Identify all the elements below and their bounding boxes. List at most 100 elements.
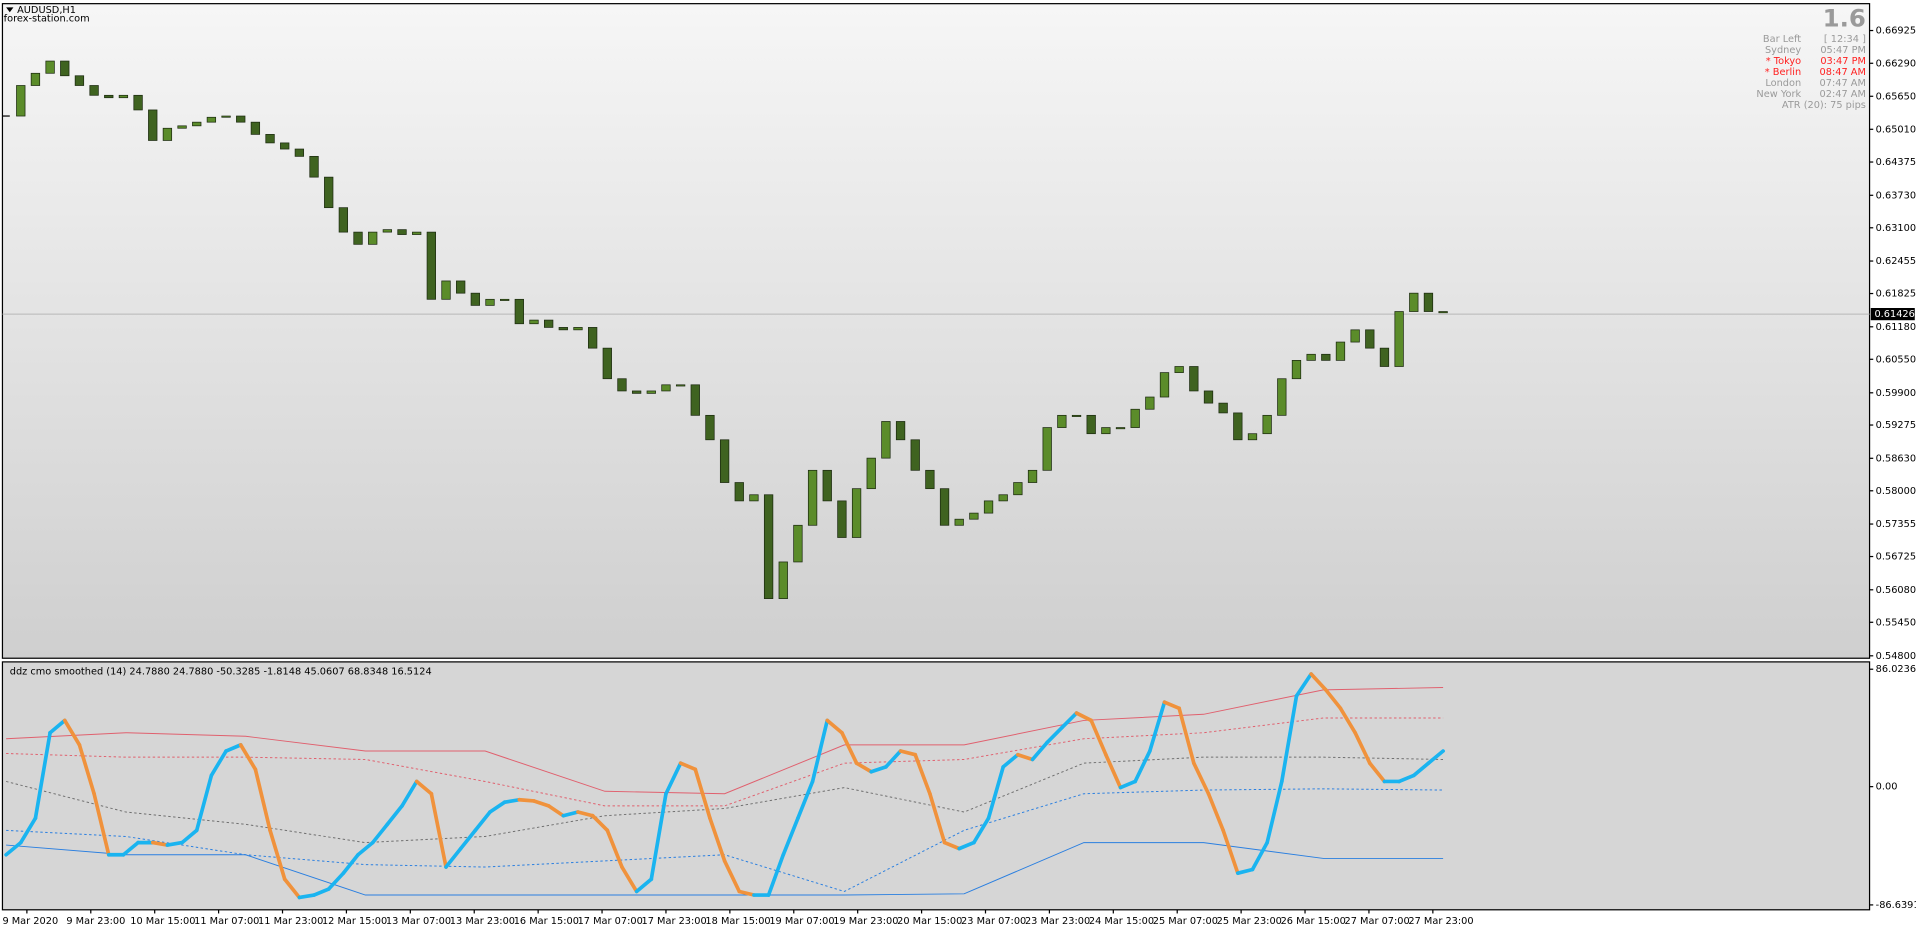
y-tick-label: 0.66925 <box>1876 26 1916 37</box>
x-tick-label: 9 Mar 23:00 <box>66 916 125 927</box>
candle <box>1042 427 1052 471</box>
cmo-segment <box>194 773 214 833</box>
candle <box>969 512 979 520</box>
x-tick-label: 13 Mar 07:00 <box>386 916 451 927</box>
main-pane <box>1 3 1871 659</box>
candle <box>30 72 41 86</box>
candle <box>162 127 173 141</box>
candle <box>807 469 818 526</box>
indicator-pane <box>1 661 1871 911</box>
candle <box>1350 329 1360 343</box>
cmo-segment <box>649 791 668 882</box>
y-tick-label: 0.65650 <box>1876 91 1916 102</box>
candle <box>45 60 55 74</box>
candle <box>236 115 246 123</box>
candle <box>1027 469 1038 483</box>
cmo-segment <box>1016 752 1035 762</box>
cmo-segment <box>796 779 815 821</box>
panel-time: 07:47 AM <box>1820 78 1866 89</box>
cmo-segment <box>1309 672 1328 692</box>
y-tick-label: 0.65010 <box>1876 124 1916 135</box>
x-tick-label: 27 Mar 23:00 <box>1408 916 1473 927</box>
y-tick-label: 0.55450 <box>1876 617 1916 628</box>
candle <box>309 155 319 178</box>
cmo-segment <box>253 767 272 833</box>
panel-label: * Tokyo <box>1766 56 1801 67</box>
candle <box>280 142 290 150</box>
cmo-segment <box>62 718 82 747</box>
candle <box>1233 412 1243 441</box>
x-tick-label: 19 Mar 07:00 <box>769 916 834 927</box>
candle <box>749 494 759 502</box>
candle <box>1057 414 1067 428</box>
cmo-segment <box>605 828 624 869</box>
cmo-segment <box>4 840 23 857</box>
level-line <box>6 687 1444 795</box>
candle <box>338 207 349 233</box>
cmo-segment <box>884 749 903 769</box>
y-tick-label: 86.0236 <box>1876 664 1916 675</box>
cmo-segment <box>561 810 580 818</box>
cmo-segment <box>869 765 888 774</box>
cmo-segment <box>1030 740 1050 762</box>
y-tick-label: 0.63730 <box>1876 190 1916 201</box>
cmo-segment <box>1089 718 1108 757</box>
cmo-segment <box>1367 761 1387 784</box>
cmo-segment <box>458 828 478 851</box>
cmo-segment <box>385 804 404 827</box>
candle <box>192 121 202 127</box>
cmo-segment <box>825 718 844 735</box>
cmo-segment <box>488 800 507 814</box>
candle <box>1101 427 1111 435</box>
cmo-segment <box>737 889 756 897</box>
candle <box>104 94 114 99</box>
cmo-segment <box>48 718 67 735</box>
menu-arrow[interactable] <box>6 7 14 13</box>
candle <box>646 390 656 394</box>
cmo-segment <box>297 893 316 900</box>
y-tick-label: 0.57355 <box>1876 519 1916 530</box>
candle <box>1247 433 1258 441</box>
candle <box>441 280 451 300</box>
candle <box>368 231 378 245</box>
candle <box>382 229 392 233</box>
candle <box>1335 341 1346 361</box>
cmo-segment <box>1323 688 1343 711</box>
y-tick-label: 0.58000 <box>1876 486 1916 497</box>
candle <box>793 524 803 563</box>
cmo-segment <box>1426 749 1445 765</box>
panel-label: Sydney <box>1765 45 1801 56</box>
candle <box>1277 378 1287 416</box>
cmo-segment <box>1045 725 1064 745</box>
cmo-segment <box>268 828 287 882</box>
candle <box>631 390 642 394</box>
candle <box>426 231 436 300</box>
candle <box>778 561 788 599</box>
y-tick-label: 0.58630 <box>1876 453 1916 464</box>
candle <box>763 494 774 599</box>
cmo-segment <box>620 865 639 894</box>
cmo-segment <box>370 822 390 845</box>
cmo-segment <box>854 761 874 774</box>
y-tick-label: 0.64375 <box>1876 157 1916 168</box>
cmo-segment <box>722 859 742 894</box>
candle <box>690 384 700 416</box>
cmo-segment <box>1206 791 1225 833</box>
cmo-segment <box>546 804 566 818</box>
candle <box>1115 427 1126 430</box>
candle <box>500 298 510 301</box>
cmo-segment <box>708 816 727 863</box>
cmo-segment <box>180 828 199 845</box>
x-tick-label: 13 Mar 23:00 <box>450 916 515 927</box>
candle <box>881 421 891 459</box>
candle <box>1321 353 1331 361</box>
candle <box>206 116 217 123</box>
cmo-segment <box>693 767 712 821</box>
candle <box>705 414 715 441</box>
x-tick-label: 11 Mar 23:00 <box>258 916 323 927</box>
panel-time: 03:47 PM <box>1820 56 1866 67</box>
cmo-segment <box>400 779 419 808</box>
cmo-segment <box>1411 761 1431 778</box>
cmo-segment <box>928 791 947 845</box>
